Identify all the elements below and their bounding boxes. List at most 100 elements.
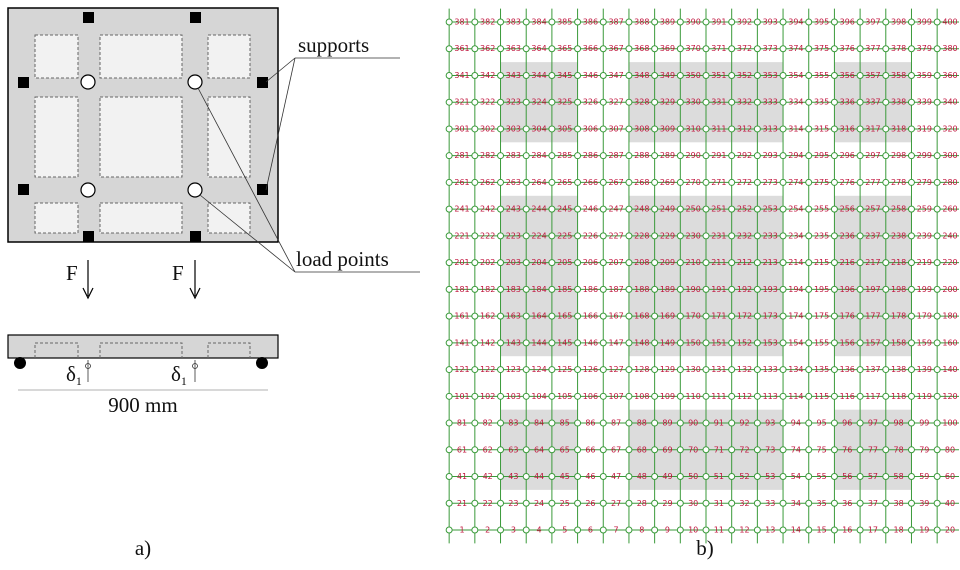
node-label: 115 xyxy=(814,392,829,401)
mesh-node xyxy=(754,72,760,78)
mesh-node xyxy=(498,19,504,25)
node-label: 155 xyxy=(814,338,829,347)
mesh-node xyxy=(600,367,606,373)
node-label: 37 xyxy=(868,499,878,508)
node-label: 233 xyxy=(763,231,778,240)
node-label: 210 xyxy=(686,258,701,267)
node-label: 52 xyxy=(739,472,749,481)
mesh-node xyxy=(831,500,837,506)
node-label: 36 xyxy=(842,499,852,508)
node-label: 145 xyxy=(557,338,572,347)
mesh-node xyxy=(446,286,452,292)
node-label: 90 xyxy=(688,419,698,428)
mesh-node xyxy=(934,393,940,399)
mesh-node xyxy=(883,527,889,533)
node-label: 226 xyxy=(583,231,598,240)
node-label: 307 xyxy=(608,124,623,133)
mesh-node xyxy=(575,500,581,506)
mesh-node xyxy=(549,474,555,480)
mesh-node xyxy=(703,46,709,52)
node-label: 166 xyxy=(583,312,598,321)
mesh-node xyxy=(600,286,606,292)
node-label: 277 xyxy=(865,178,880,187)
mesh-node xyxy=(575,393,581,399)
node-label: 93 xyxy=(765,419,775,428)
node-label: 270 xyxy=(686,178,701,187)
mesh-node xyxy=(780,420,786,426)
mesh-node xyxy=(934,420,940,426)
node-label: 354 xyxy=(788,71,803,80)
node-label: 289 xyxy=(660,151,675,160)
node-label: 316 xyxy=(840,124,855,133)
node-label: 163 xyxy=(506,312,521,321)
node-label: 253 xyxy=(763,205,778,214)
mesh-node xyxy=(908,19,914,25)
node-label: 116 xyxy=(840,392,855,401)
mesh-node xyxy=(780,179,786,185)
node-label: 214 xyxy=(788,258,803,267)
mesh-node xyxy=(549,19,555,25)
node-label: 108 xyxy=(634,392,649,401)
mesh-node xyxy=(780,19,786,25)
mesh-node xyxy=(729,393,735,399)
mesh-node xyxy=(600,46,606,52)
node-label: 132 xyxy=(737,365,752,374)
mesh-node xyxy=(549,99,555,105)
node-label: 322 xyxy=(480,98,495,107)
mesh-node xyxy=(754,527,760,533)
node-label: 336 xyxy=(840,98,855,107)
beam-support xyxy=(256,357,268,369)
node-label: 252 xyxy=(737,205,752,214)
node-label: 262 xyxy=(480,178,495,187)
mesh-node xyxy=(626,474,632,480)
node-label: 198 xyxy=(891,285,906,294)
node-label: 320 xyxy=(942,124,957,133)
mesh-node xyxy=(908,447,914,453)
node-label: 329 xyxy=(660,98,675,107)
mesh-node xyxy=(498,46,504,52)
node-label: 171 xyxy=(711,312,726,321)
node-label: 341 xyxy=(454,71,469,80)
node-label: 195 xyxy=(814,285,829,294)
node-label: 319 xyxy=(917,124,932,133)
mesh-node xyxy=(677,340,683,346)
node-label: 392 xyxy=(737,18,752,27)
node-label: 136 xyxy=(840,365,855,374)
mesh-node xyxy=(523,126,529,132)
mesh-node xyxy=(652,527,658,533)
mesh-node xyxy=(523,420,529,426)
mesh-node xyxy=(883,447,889,453)
mesh-node xyxy=(883,46,889,52)
node-label: 142 xyxy=(480,338,495,347)
node-label: 291 xyxy=(711,151,726,160)
node-label: 229 xyxy=(660,231,675,240)
mesh-node xyxy=(703,420,709,426)
mesh-node xyxy=(934,340,940,346)
mesh-node xyxy=(703,233,709,239)
node-label: 138 xyxy=(891,365,906,374)
node-label: 86 xyxy=(585,419,595,428)
node-label: 27 xyxy=(611,499,621,508)
mesh-node xyxy=(934,179,940,185)
mesh-node xyxy=(729,179,735,185)
mesh-node xyxy=(908,340,914,346)
mesh-node xyxy=(831,367,837,373)
node-label: 333 xyxy=(763,98,778,107)
mesh-node xyxy=(729,99,735,105)
mesh-node xyxy=(523,206,529,212)
mesh-node xyxy=(549,286,555,292)
node-label: 325 xyxy=(557,98,572,107)
node-label: 196 xyxy=(840,285,855,294)
node-label: 349 xyxy=(660,71,675,80)
node-label: 191 xyxy=(711,285,726,294)
mesh-node xyxy=(446,260,452,266)
mesh-node xyxy=(754,367,760,373)
node-label: 64 xyxy=(534,445,544,454)
mesh-node xyxy=(600,393,606,399)
mesh-node xyxy=(652,393,658,399)
node-label: 397 xyxy=(865,18,880,27)
mesh-node xyxy=(446,500,452,506)
node-label: 278 xyxy=(891,178,906,187)
node-label: 309 xyxy=(660,124,675,133)
node-label: 58 xyxy=(894,472,904,481)
